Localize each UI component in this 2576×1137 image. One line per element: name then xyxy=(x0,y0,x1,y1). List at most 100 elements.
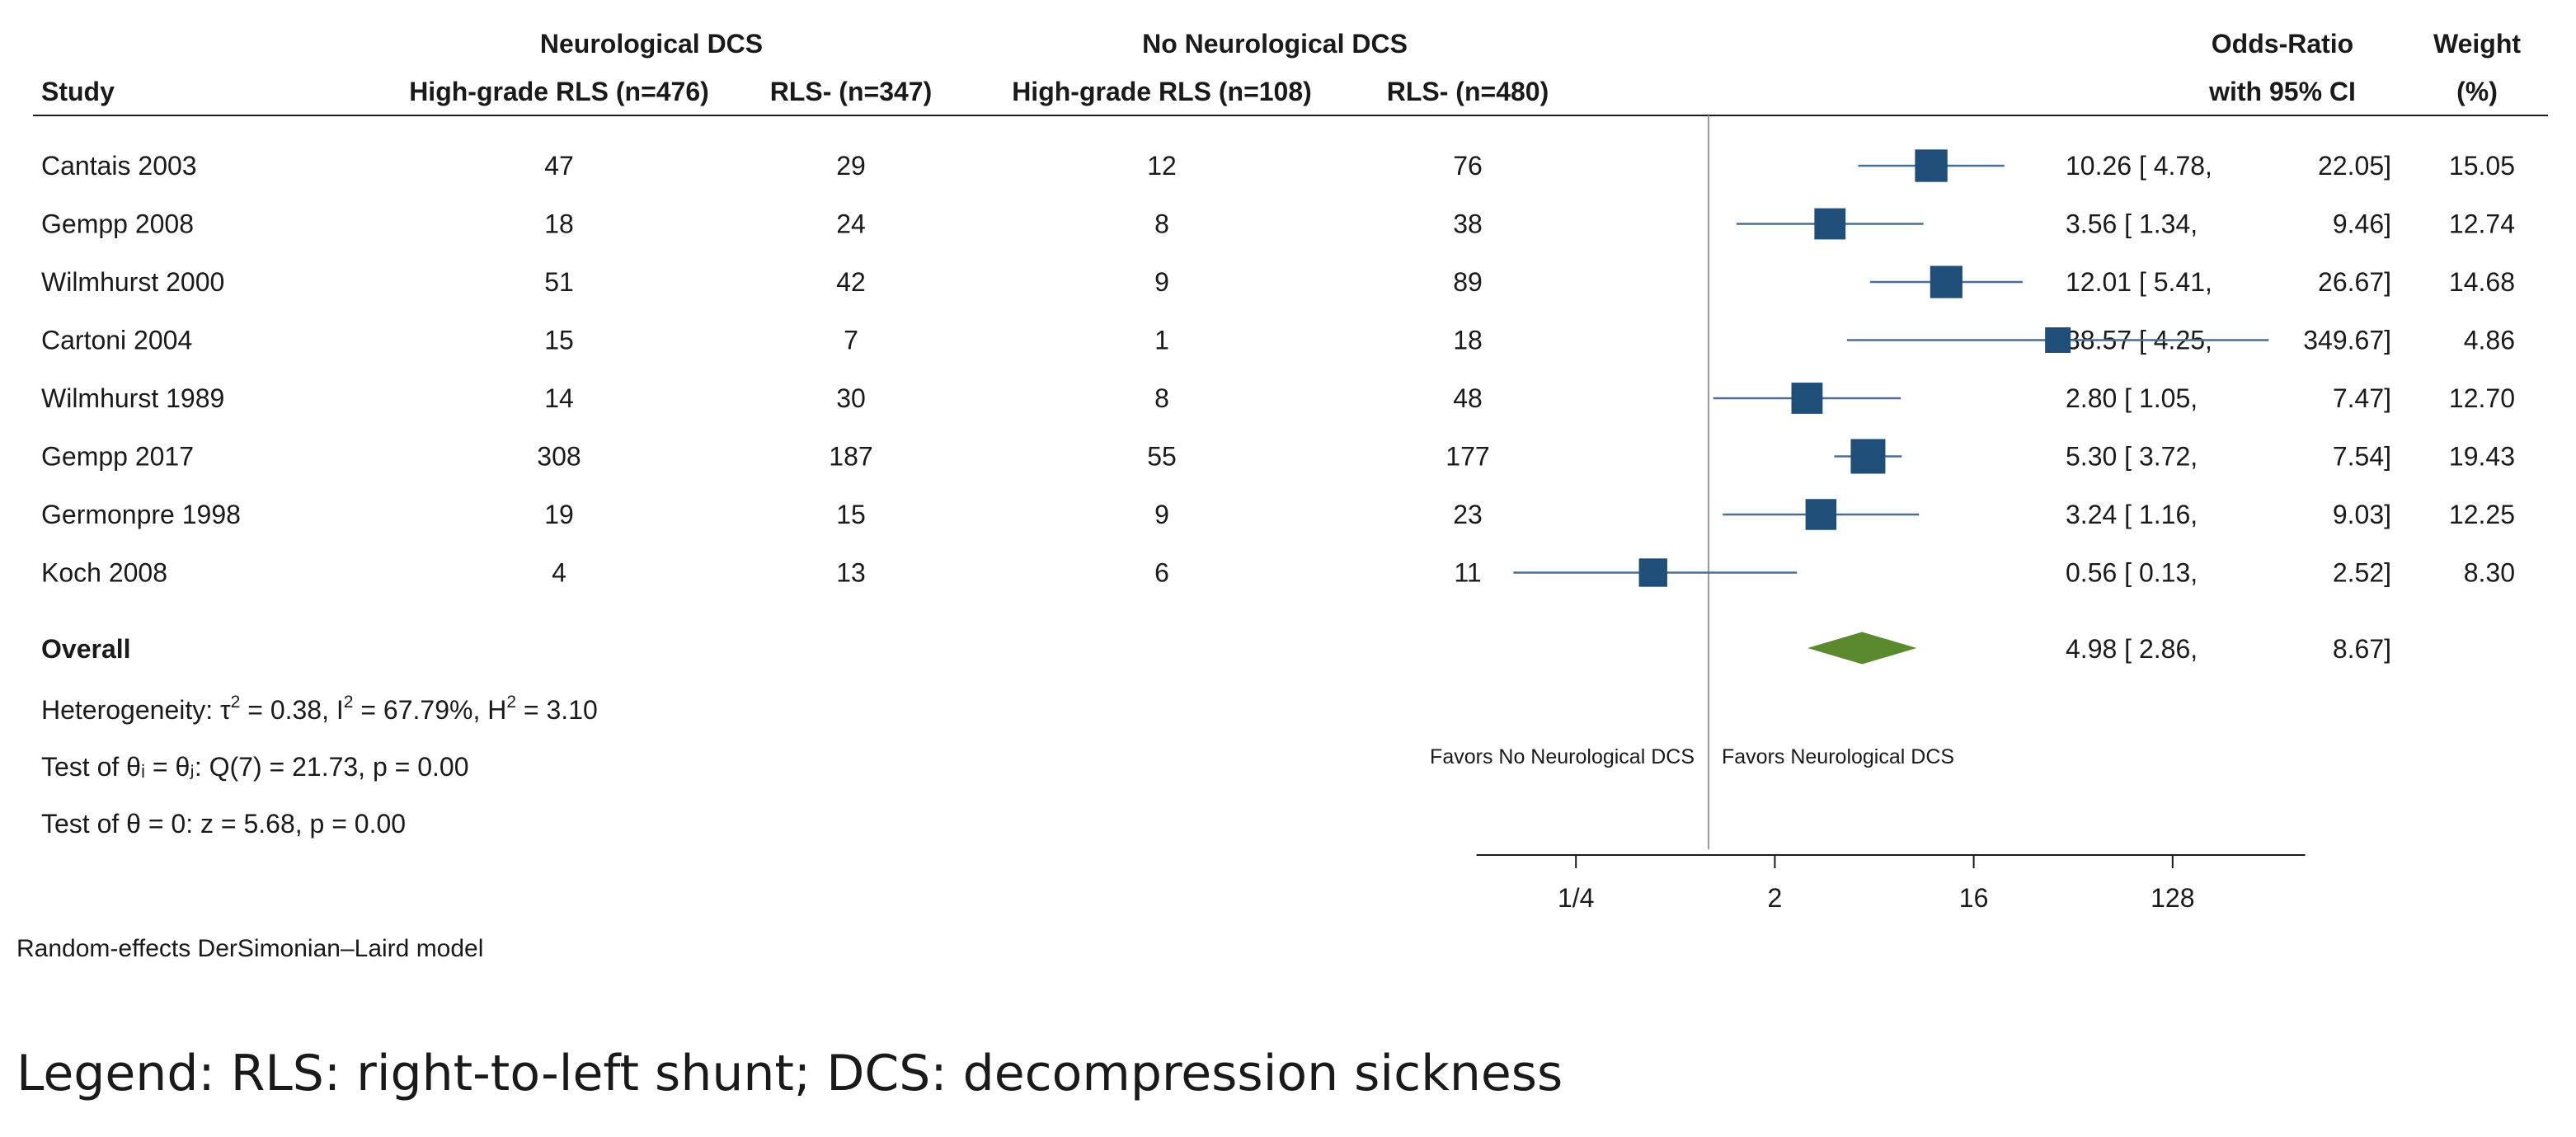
header-neuro-rls-neg: RLS- (n=347) xyxy=(770,77,932,106)
favors-right-label: Favors Neurological DCS xyxy=(1722,745,1954,768)
study-row: Cantais 2003 47 29 12 76 10.26 [ 4.78, 22.05] 1… xyxy=(41,149,2515,182)
study-name: Cantais 2003 xyxy=(41,151,197,181)
study-row: Koch 2008 4 13 6 11 0.56 [ 0.13, 2.52] 8.30 xyxy=(41,558,2515,588)
cell-odds-ratio: 3.24 [ 1.16, xyxy=(2066,500,2198,529)
header-or-line2: with 95% CI xyxy=(2208,77,2356,106)
cell-neuro-rls-neg: 29 xyxy=(836,151,866,181)
cell-weight: 12.25 xyxy=(2449,500,2515,529)
cell-noneuro-high-grade: 8 xyxy=(1154,383,1169,413)
cell-weight: 19.43 xyxy=(2449,442,2515,472)
x-tick-label: 128 xyxy=(2151,883,2194,913)
study-row: Gempp 2017 308 187 55 177 5.30 [ 3.72, 7.54] 19… xyxy=(41,439,2515,474)
study-row: Gempp 2008 18 24 8 38 3.56 [ 1.34, 9.46] 12.74 xyxy=(41,208,2515,240)
cell-ci-upper: 7.54] xyxy=(2333,442,2391,472)
overall-or-text: 4.98 [ 2.86, xyxy=(2066,634,2198,664)
point-estimate-square xyxy=(1850,439,1886,474)
header-neuro-high-grade: High-grade RLS (n=476) xyxy=(409,77,709,106)
cell-noneuro-high-grade: 6 xyxy=(1154,558,1169,588)
study-name: Cartoni 2004 xyxy=(41,326,192,355)
cell-ci-upper: 22.05] xyxy=(2318,151,2391,181)
cell-neuro-high-grade: 51 xyxy=(544,267,574,297)
study-name: Gempp 2017 xyxy=(41,442,194,472)
cell-noneuro-rls-neg: 89 xyxy=(1453,267,1483,297)
study-name: Gempp 2008 xyxy=(41,209,194,239)
cell-odds-ratio: 2.80 [ 1.05, xyxy=(2066,383,2198,413)
x-tick-label: 1/4 xyxy=(1558,883,1594,913)
cell-ci-upper: 7.47] xyxy=(2333,383,2391,413)
cell-weight: 8.30 xyxy=(2464,558,2515,588)
cell-weight: 4.86 xyxy=(2464,326,2515,355)
study-row: Germonpre 1998 19 15 9 23 3.24 [ 1.16, 9.03] 12… xyxy=(41,499,2515,530)
cell-neuro-high-grade: 14 xyxy=(544,383,574,413)
test-theta-i: Test of θᵢ = θⱼ: Q(7) = 21.73, p = 0.00 xyxy=(41,752,469,782)
cell-neuro-rls-neg: 24 xyxy=(836,209,866,239)
model-note: Random-effects DerSimonian–Laird model xyxy=(16,935,483,962)
cell-odds-ratio: 10.26 [ 4.78, xyxy=(2066,151,2212,181)
x-tick-label: 2 xyxy=(1768,883,1783,913)
cell-odds-ratio: 5.30 [ 3.72, xyxy=(2066,442,2198,472)
point-estimate-square xyxy=(1805,499,1837,530)
header-noneuro-rls-neg: RLS- (n=480) xyxy=(1387,77,1549,106)
cell-weight: 14.68 xyxy=(2449,267,2515,297)
header-study: Study xyxy=(41,77,115,106)
overall-diamond xyxy=(1807,632,1917,665)
cell-noneuro-high-grade: 55 xyxy=(1147,442,1177,472)
legend-text: Legend: RLS: right-to-left shunt; DCS: d… xyxy=(16,1045,1563,1102)
cell-noneuro-high-grade: 12 xyxy=(1147,151,1177,181)
cell-neuro-high-grade: 308 xyxy=(537,442,581,472)
cell-neuro-high-grade: 47 xyxy=(544,151,574,181)
study-row: Wilmhurst 1989 14 30 8 48 2.80 [ 1.05, 7.47] 12… xyxy=(41,383,2515,414)
cell-neuro-high-grade: 4 xyxy=(552,558,566,588)
cell-neuro-rls-neg: 13 xyxy=(836,558,866,588)
study-name: Koch 2008 xyxy=(41,558,167,588)
header-weight-line2: (%) xyxy=(2456,77,2498,106)
cell-ci-upper: 349.67] xyxy=(2303,326,2391,355)
cell-weight: 15.05 xyxy=(2449,151,2515,181)
point-estimate-square xyxy=(1638,558,1667,587)
study-rows: Cantais 2003 47 29 12 76 10.26 [ 4.78, 22.05] 1… xyxy=(41,149,2515,588)
overall-hi-text: 8.67] xyxy=(2333,634,2391,664)
header-weight-line1: Weight xyxy=(2433,29,2521,59)
cell-neuro-high-grade: 15 xyxy=(544,326,574,355)
study-name: Wilmhurst 1989 xyxy=(41,383,224,413)
point-estimate-square xyxy=(2045,327,2071,354)
cell-noneuro-high-grade: 1 xyxy=(1154,326,1169,355)
cell-ci-upper: 2.52] xyxy=(2333,558,2391,588)
study-name: Wilmhurst 2000 xyxy=(41,267,224,297)
cell-neuro-high-grade: 18 xyxy=(544,209,574,239)
cell-noneuro-rls-neg: 11 xyxy=(1454,558,1481,588)
cell-odds-ratio: 3.56 [ 1.34, xyxy=(2066,209,2198,239)
overall-label: Overall xyxy=(41,634,131,664)
cell-noneuro-rls-neg: 23 xyxy=(1453,500,1483,529)
cell-weight: 12.74 xyxy=(2449,209,2515,239)
x-axis-ticks: 1/4 2 16 128 xyxy=(1558,855,2194,913)
header-noneuro-high-grade: High-grade RLS (n=108) xyxy=(1012,77,1312,106)
study-row: Wilmhurst 2000 51 42 9 89 12.01 [ 5.41, 26.67]… xyxy=(41,265,2515,298)
cell-weight: 12.70 xyxy=(2449,383,2515,413)
cell-odds-ratio: 0.56 [ 0.13, xyxy=(2066,558,2198,588)
study-name: Germonpre 1998 xyxy=(41,500,241,529)
point-estimate-square xyxy=(1791,383,1823,414)
study-row: Cartoni 2004 15 7 1 18 38.57 [ 4.25, 349.67] 4.… xyxy=(41,326,2515,355)
heterogeneity-stats: Heterogeneity: τ2 = 0.38, I2 = 67.79%, H… xyxy=(41,693,598,725)
point-estimate-square xyxy=(1915,149,1948,182)
cell-odds-ratio: 12.01 [ 5.41, xyxy=(2066,267,2212,297)
group-header-no-neurological: No Neurological DCS xyxy=(1142,29,1408,59)
cell-neuro-rls-neg: 42 xyxy=(836,267,866,297)
x-tick-label: 16 xyxy=(1959,883,1989,913)
cell-noneuro-rls-neg: 38 xyxy=(1453,209,1483,239)
cell-neuro-rls-neg: 15 xyxy=(836,500,866,529)
group-header-neurological: Neurological DCS xyxy=(540,29,763,59)
cell-neuro-high-grade: 19 xyxy=(544,500,574,529)
cell-ci-upper: 9.03] xyxy=(2333,500,2391,529)
cell-noneuro-high-grade: 9 xyxy=(1154,500,1169,529)
cell-noneuro-rls-neg: 18 xyxy=(1453,326,1483,355)
header-or-line1: Odds-Ratio xyxy=(2212,29,2353,59)
point-estimate-square xyxy=(1930,265,1963,298)
cell-noneuro-rls-neg: 76 xyxy=(1453,151,1483,181)
cell-noneuro-rls-neg: 48 xyxy=(1453,383,1483,413)
cell-noneuro-rls-neg: 177 xyxy=(1445,442,1489,472)
favors-left-label: Favors No Neurological DCS xyxy=(1430,745,1695,768)
point-estimate-square xyxy=(1814,208,1846,240)
